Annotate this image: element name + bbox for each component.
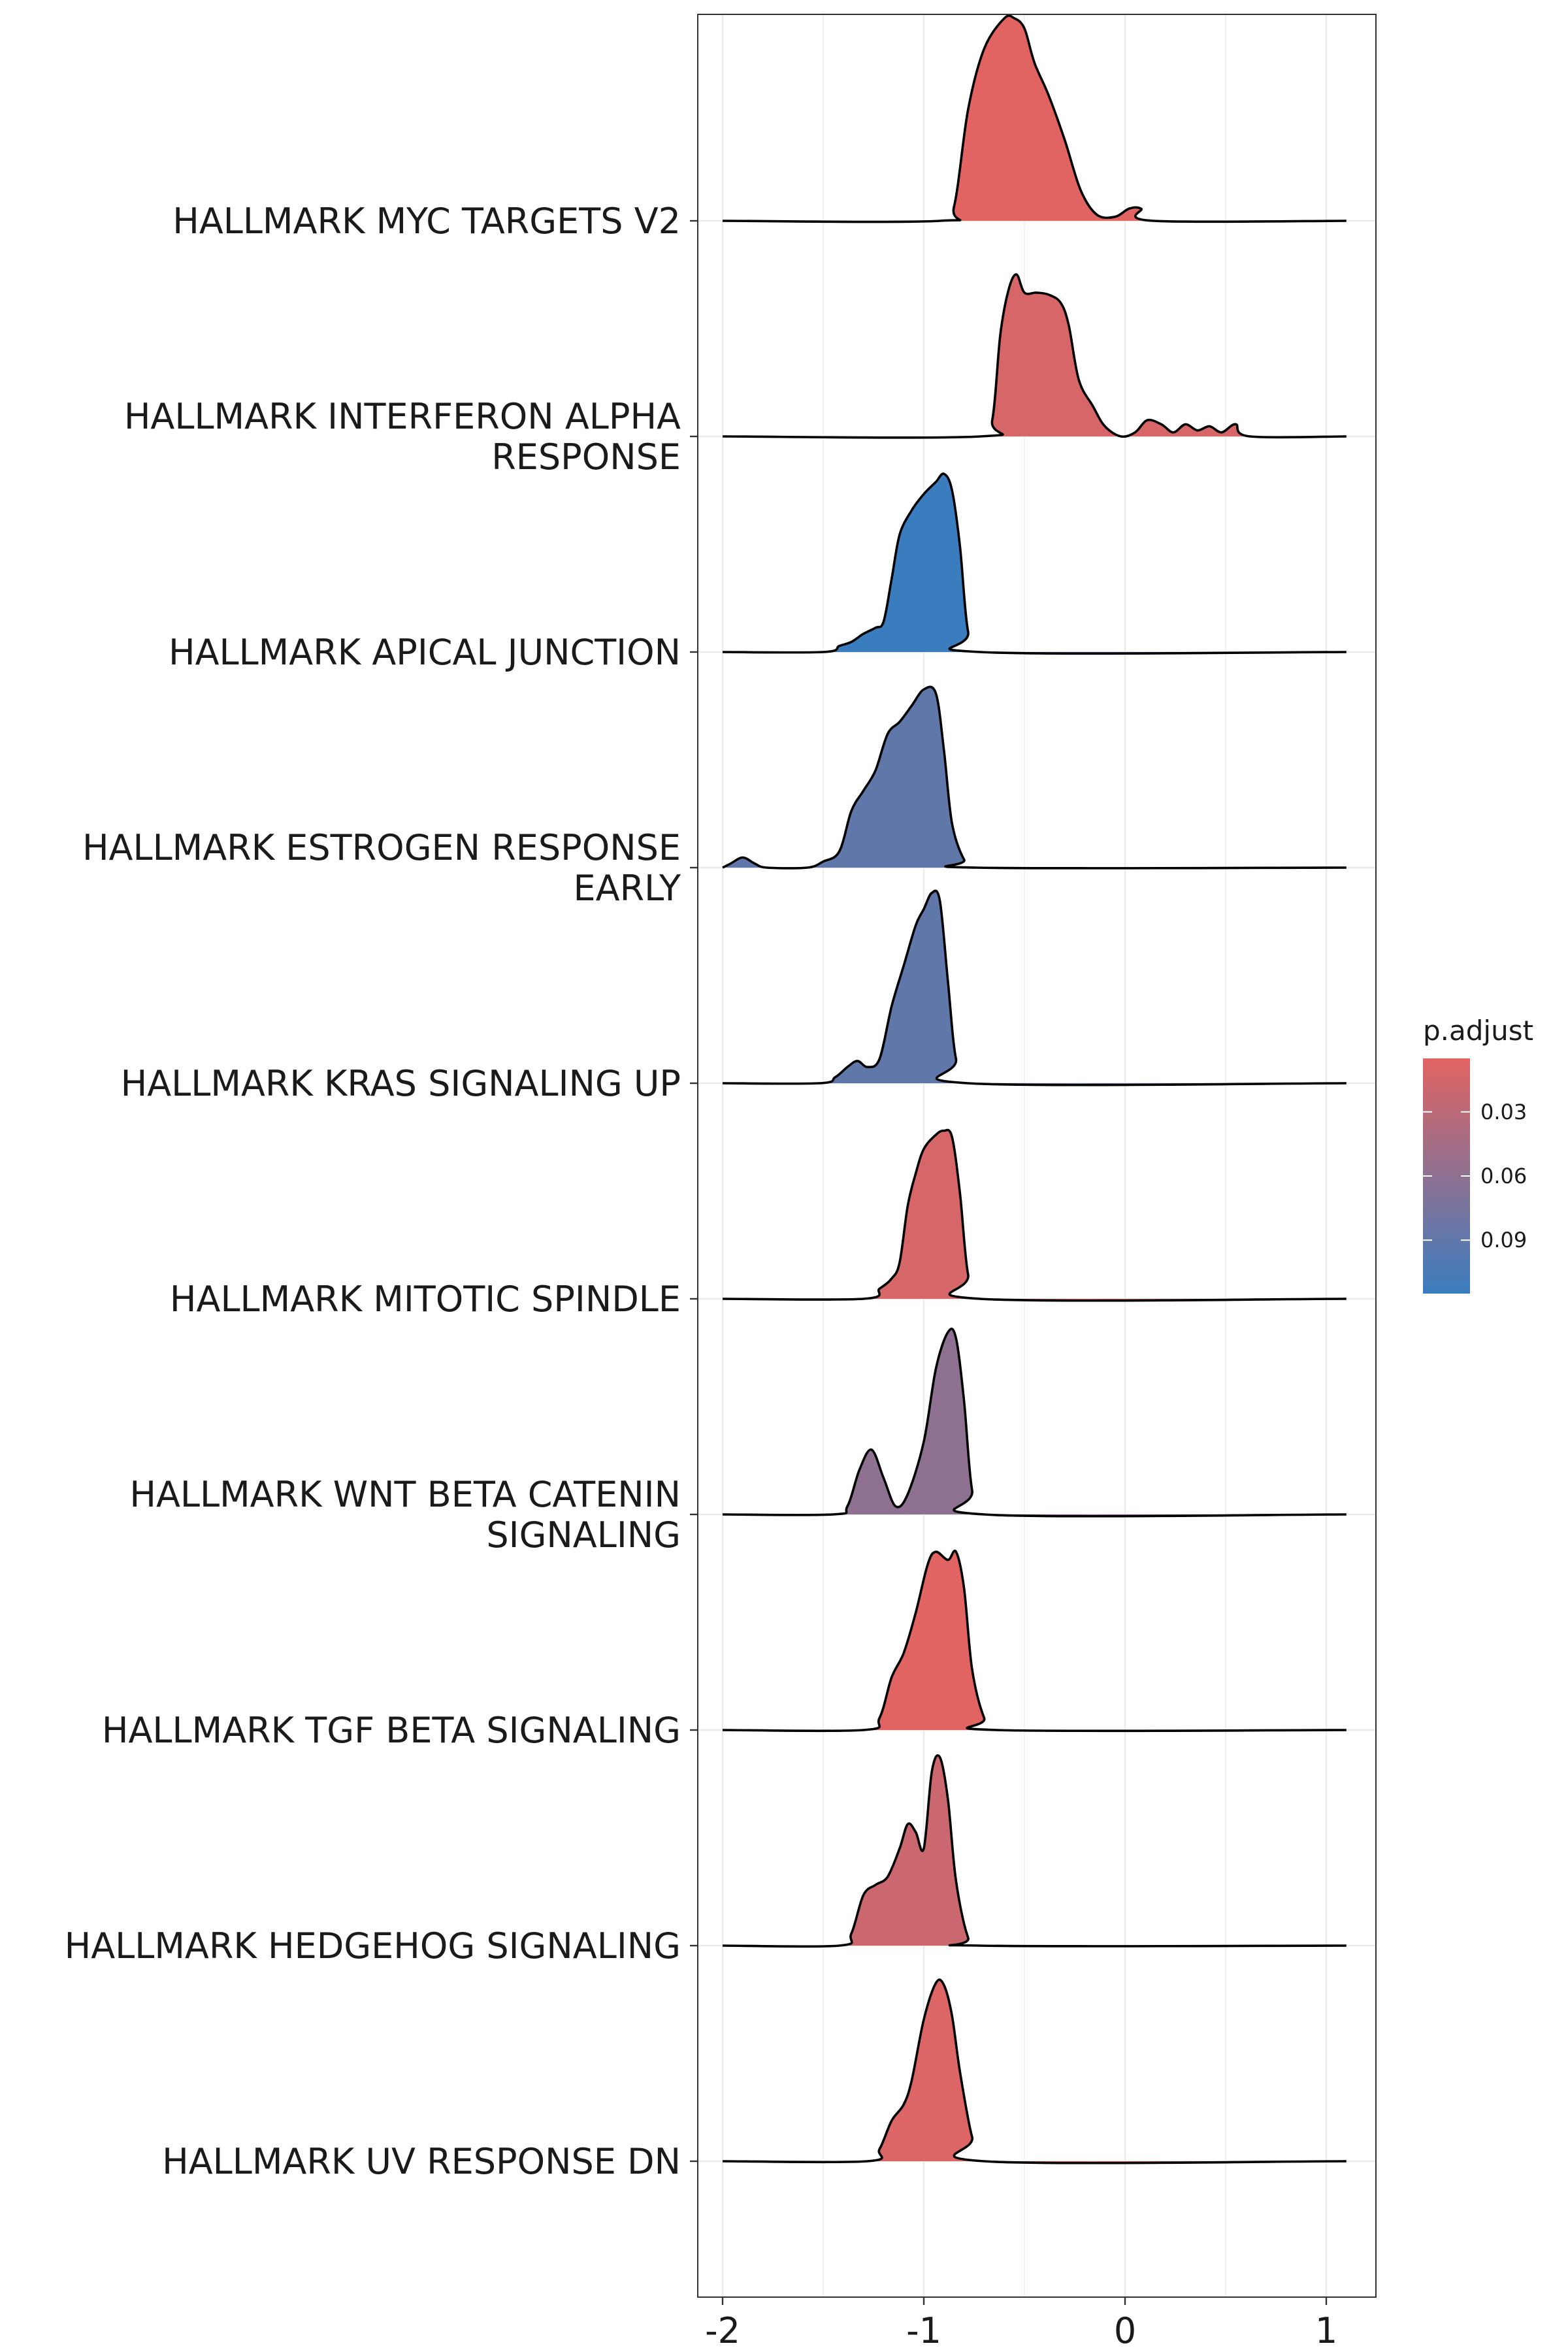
ridge-fill <box>723 687 1347 868</box>
x-axis-tick-label: 0 <box>1114 2310 1136 2351</box>
y-axis-label: HALLMARK ESTROGEN RESPONSE <box>82 827 681 868</box>
y-axis-label: HALLMARK UV RESPONSE DN <box>162 2141 681 2182</box>
y-axis-label: HALLMARK MYC TARGETS V2 <box>172 201 681 242</box>
x-axis-tick-label: -1 <box>906 2310 941 2351</box>
ridge-outline <box>722 1754 1347 1948</box>
y-axis-label: HALLMARK TGF BETA SIGNALING <box>102 1710 681 1751</box>
ridge-fill <box>723 1328 1347 1516</box>
y-axis-label: HALLMARK INTERFERON ALPHA <box>124 396 681 437</box>
ridge-fill <box>723 473 1347 654</box>
legend-tick-label: 0.06 <box>1480 1164 1527 1188</box>
y-axis-label: SIGNALING <box>486 1514 681 1556</box>
ridges <box>722 14 1347 2164</box>
y-axis-label: HALLMARK HEDGEHOG SIGNALING <box>65 1925 681 1967</box>
x-axis-tick-label: 1 <box>1315 2310 1337 2351</box>
ridge-outline <box>722 1549 1347 1733</box>
ridge-fill <box>723 274 1347 438</box>
ridge-outline <box>722 685 1347 870</box>
ridge-outline <box>722 472 1347 655</box>
y-axis-label: HALLMARK APICAL JUNCTION <box>169 632 681 673</box>
ridge-outline <box>722 14 1347 223</box>
ridge-fill <box>723 1130 1347 1301</box>
ridge-fill <box>723 1755 1347 1947</box>
y-axis-label: HALLMARK WNT BETA CATENIN <box>129 1474 681 1515</box>
ridge-outline <box>722 273 1347 439</box>
ridge-outline <box>722 1128 1347 1302</box>
y-axis-label: EARLY <box>574 868 681 909</box>
x-axis: -2 -1 0 1 <box>705 2297 1337 2351</box>
legend-tick-label: 0.03 <box>1480 1100 1527 1124</box>
ridge-fill <box>723 15 1347 222</box>
y-axis-label: HALLMARK KRAS SIGNALING UP <box>121 1063 681 1104</box>
ridge-fill <box>723 890 1347 1085</box>
y-axis-label: RESPONSE <box>491 436 681 478</box>
legend-tick-label: 0.09 <box>1480 1228 1527 1252</box>
plot-panel-border <box>697 14 1377 2298</box>
ridge-fill <box>723 1980 1347 2163</box>
y-axis-label: HALLMARK MITOTIC SPINDLE <box>170 1279 681 1320</box>
y-axis-labels: HALLMARK MYC TARGETS V2 HALLMARK INTERFER… <box>65 201 698 2182</box>
x-axis-tick-label: -2 <box>705 2310 740 2351</box>
ridge-outline <box>722 1328 1347 1518</box>
ridge-outline <box>722 1978 1347 2164</box>
legend-title: p.adjust <box>1423 1015 1533 1047</box>
ridge-fill <box>723 1550 1347 1731</box>
legend: p.adjust 0.03 0.06 0.09 <box>1423 1015 1533 1294</box>
ridge-outline <box>722 889 1347 1086</box>
